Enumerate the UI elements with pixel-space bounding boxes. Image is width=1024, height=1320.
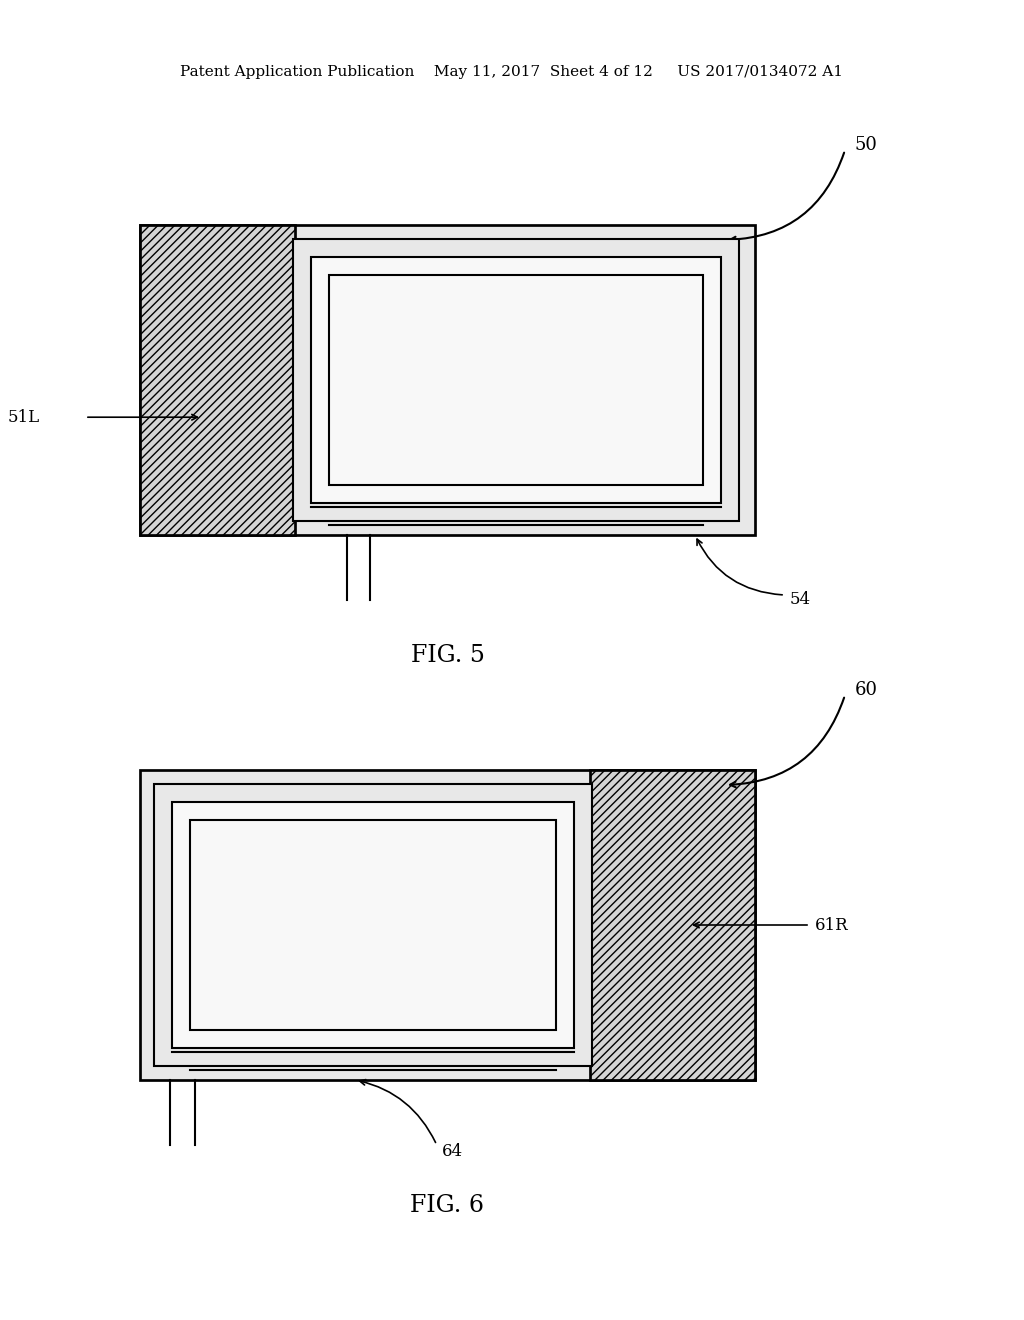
Bar xyxy=(293,239,739,521)
Bar xyxy=(590,770,755,1080)
Text: FIG. 6: FIG. 6 xyxy=(411,1193,484,1217)
Text: 60: 60 xyxy=(855,681,878,700)
Text: 54: 54 xyxy=(790,591,811,609)
Text: 61R: 61R xyxy=(815,916,849,933)
Bar xyxy=(140,770,755,1080)
Bar xyxy=(140,224,295,535)
Text: FIG. 5: FIG. 5 xyxy=(411,644,484,667)
Text: 50: 50 xyxy=(855,136,878,154)
Bar xyxy=(311,257,721,503)
Bar xyxy=(140,224,755,535)
Bar xyxy=(154,784,592,1067)
Bar xyxy=(190,820,556,1030)
Bar xyxy=(329,275,703,484)
Text: 64: 64 xyxy=(441,1143,463,1160)
Text: Patent Application Publication    May 11, 2017  Sheet 4 of 12     US 2017/013407: Patent Application Publication May 11, 2… xyxy=(180,65,844,79)
Bar xyxy=(172,803,574,1048)
Text: 51L: 51L xyxy=(8,409,40,425)
